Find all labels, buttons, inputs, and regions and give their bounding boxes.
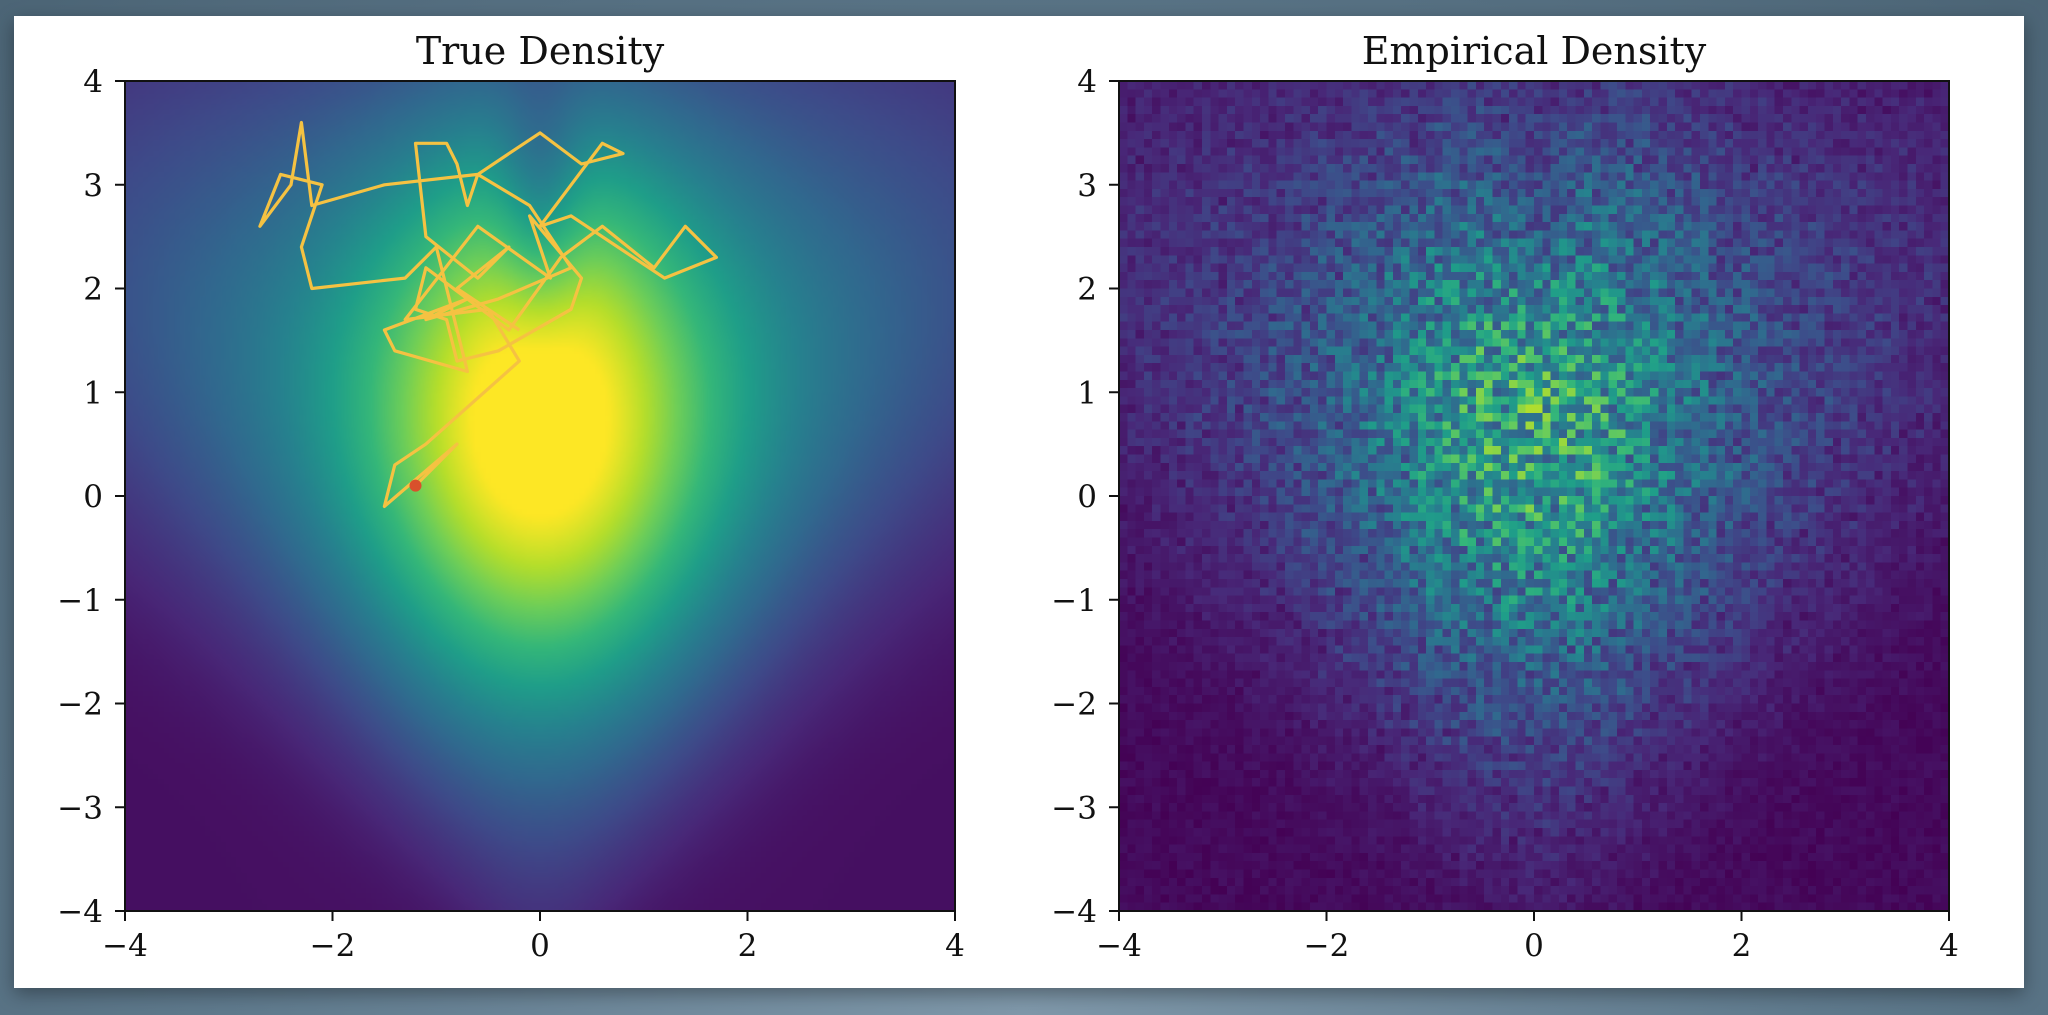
y-tick-label: −4 [1051, 894, 1097, 930]
chart-title-true-density: True Density [416, 29, 665, 73]
x-tick-label: −2 [1304, 928, 1350, 964]
trace-start-marker [409, 479, 422, 492]
x-tick-label: −2 [310, 928, 356, 964]
panel-empirical-density: Empirical Density −4 −2 0 2 4 −4 −3 −2 −1 0 1 2 3 4 [1051, 29, 1959, 964]
x-tick-label: −4 [1096, 928, 1142, 964]
sampler-trace-line [258, 120, 719, 508]
y-tick-label: −2 [1051, 687, 1097, 723]
y-tick-label: 2 [83, 272, 103, 308]
sampler-trace [258, 120, 719, 508]
y-tick-label: −2 [57, 687, 103, 723]
y-tick-label: −1 [1051, 583, 1097, 619]
x-tick-label: 0 [530, 928, 550, 964]
y-tick-label: 4 [83, 64, 103, 100]
x-tick-label: −4 [102, 928, 148, 964]
y-tick-label: −1 [57, 583, 103, 619]
empirical-density-heatmap [1119, 81, 1949, 911]
y-tick-label: 4 [1077, 64, 1097, 100]
y-tick-label: −3 [1051, 790, 1097, 826]
y-tick-label: 3 [1077, 168, 1097, 204]
x-tick-label: 2 [738, 928, 758, 964]
y-tick-label: 0 [1077, 479, 1097, 515]
y-tick-label: −4 [57, 894, 103, 930]
x-tick-label: 4 [1939, 928, 1959, 964]
chart-title-empirical-density: Empirical Density [1362, 29, 1707, 73]
y-tick-label: 3 [83, 168, 103, 204]
y-tick-label: −3 [57, 790, 103, 826]
y-tick-label: 0 [83, 479, 103, 515]
axes-ticks-2: −4 −2 0 2 4 −4 −3 −2 −1 0 1 2 3 4 [1051, 64, 1959, 964]
x-tick-label: 2 [1732, 928, 1752, 964]
axes-ticks-1: −4 −2 0 2 4 −4 −3 −2 −1 0 1 2 3 4 [57, 64, 965, 964]
x-tick-label: 0 [1524, 928, 1544, 964]
panel-true-density: True Density −4 −2 0 2 4 −4 −3 −2 −1 0 1 2 3 4 [57, 29, 965, 964]
true-density-heatmap [125, 81, 955, 911]
y-tick-label: 2 [1077, 272, 1097, 308]
x-tick-label: 4 [945, 928, 965, 964]
y-tick-label: 1 [83, 375, 103, 411]
y-tick-label: 1 [1077, 375, 1097, 411]
